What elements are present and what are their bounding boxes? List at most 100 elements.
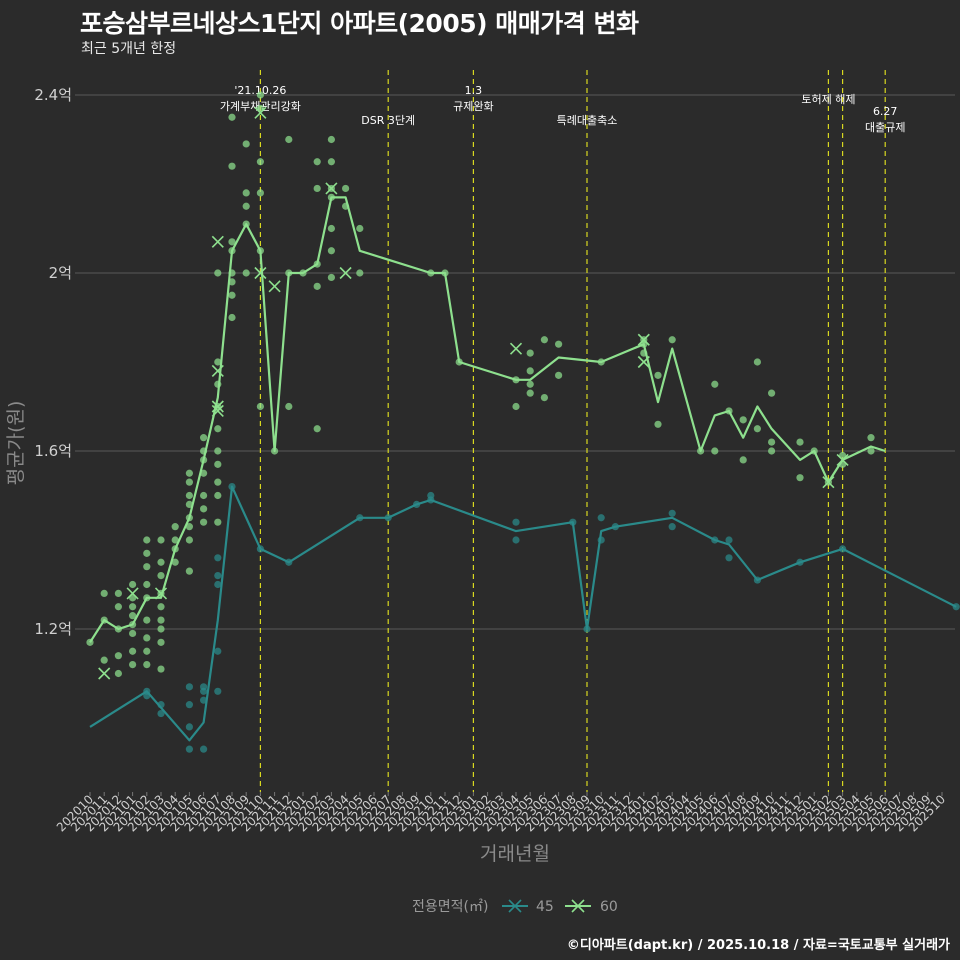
data-point-60 xyxy=(768,438,776,446)
data-point-45 xyxy=(214,687,222,695)
cross-marker-60 xyxy=(254,106,267,119)
data-point-60 xyxy=(555,340,563,348)
data-point-60 xyxy=(555,371,563,379)
data-point-60 xyxy=(214,518,222,526)
event-label-line: 6.27 xyxy=(873,105,898,118)
x-tick-labels: 2020102020112020122021012021022021032021… xyxy=(54,792,948,835)
data-point-60 xyxy=(228,313,236,322)
data-point-60 xyxy=(327,273,335,282)
data-point-60 xyxy=(668,336,676,344)
event-label-line: 특례대출축소 xyxy=(557,114,618,127)
data-point-60 xyxy=(200,505,208,513)
data-point-60 xyxy=(143,616,151,624)
data-point-60 xyxy=(157,625,165,633)
data-point-60 xyxy=(228,238,236,246)
cross-stroke xyxy=(836,453,849,466)
grid-lines xyxy=(75,94,955,630)
data-point-60 xyxy=(214,460,222,468)
data-point-60 xyxy=(228,291,236,299)
data-point-60 xyxy=(711,447,719,455)
data-point-60 xyxy=(753,358,762,366)
data-point-45 xyxy=(725,554,733,562)
cross-stroke xyxy=(98,667,111,680)
data-point-45 xyxy=(427,491,435,500)
data-point-45 xyxy=(725,536,733,544)
event-label: 특례대출축소 xyxy=(557,114,618,127)
data-point-60 xyxy=(171,536,179,544)
data-point-60 xyxy=(200,518,208,526)
event-lines: '21.10.26가계부채관리강화DSR 3단계1.3규제완화특례대출축소토허제… xyxy=(220,70,905,792)
data-point-60 xyxy=(185,478,193,486)
data-point-60 xyxy=(100,589,108,598)
data-point-60 xyxy=(867,434,875,442)
data-point-60 xyxy=(143,661,151,669)
data-point-60 xyxy=(228,113,236,121)
y-tick-labels: 1.2억 1.6억 2억 2.4억 xyxy=(34,86,72,638)
legend: 전용면적(㎡) 45 60 xyxy=(412,899,618,915)
cross-stroke xyxy=(325,182,338,195)
data-point-60 xyxy=(526,389,534,397)
cross-marker-60 xyxy=(509,342,523,355)
data-point-60 xyxy=(256,402,264,411)
event-label-line: 1.3 xyxy=(465,84,483,97)
data-point-60 xyxy=(157,638,165,646)
cross-marker-60 xyxy=(822,476,835,489)
event-label: 6.27 대출규제 xyxy=(865,105,905,134)
event-label: 토허제 해제 xyxy=(801,92,855,106)
cross-stroke xyxy=(339,266,352,280)
data-point-60 xyxy=(242,202,250,210)
data-point-60 xyxy=(143,563,151,571)
data-point-60 xyxy=(214,491,222,500)
data-point-60 xyxy=(214,358,222,366)
data-point-60 xyxy=(214,478,222,486)
data-point-60 xyxy=(356,269,364,277)
series-line-45 xyxy=(89,485,957,742)
data-point-60 xyxy=(129,629,137,638)
y-tick-label: 1.2억 xyxy=(34,620,72,638)
data-point-60 xyxy=(342,184,350,193)
data-point-60 xyxy=(356,224,364,233)
cross-stroke xyxy=(637,333,650,346)
data-point-60 xyxy=(256,91,264,99)
data-point-45 xyxy=(597,514,605,522)
data-point-60 xyxy=(214,269,222,277)
event-label-line: 토허제 해제 xyxy=(801,92,855,106)
data-point-60 xyxy=(157,558,165,566)
data-point-60 xyxy=(796,438,804,446)
data-point-60 xyxy=(114,589,122,598)
data-point-45 xyxy=(214,554,222,562)
event-label: DSR 3단계 xyxy=(361,114,415,127)
y-tick-label: 2.4억 xyxy=(34,86,72,104)
data-point-60 xyxy=(313,184,321,193)
data-point-60 xyxy=(143,647,151,655)
page-title: 포승삼부르네상스1단지 아파트(2005) 매매가격 변화 xyxy=(80,9,639,38)
data-point-60 xyxy=(313,425,321,433)
data-point-60 xyxy=(143,634,151,642)
cross-markers xyxy=(98,106,849,680)
data-point-60 xyxy=(114,652,122,660)
event-label: 1.3 규제완화 xyxy=(453,84,493,113)
series-lines xyxy=(89,196,957,742)
data-point-60 xyxy=(739,456,747,464)
data-point-60 xyxy=(214,447,222,455)
event-label-line: 대출규제 xyxy=(865,121,905,134)
data-point-60 xyxy=(654,371,662,379)
data-point-60 xyxy=(256,189,264,197)
data-point-60 xyxy=(100,656,108,664)
data-point-60 xyxy=(313,158,321,166)
cross-stroke xyxy=(211,404,224,418)
data-point-60 xyxy=(285,135,293,144)
cross-marker-60 xyxy=(637,333,650,346)
data-point-60 xyxy=(171,558,179,566)
data-point-60 xyxy=(796,474,804,482)
data-point-45 xyxy=(185,683,193,691)
data-point-60 xyxy=(540,394,549,402)
data-point-60 xyxy=(327,135,335,144)
data-point-60 xyxy=(242,140,250,148)
legend-cross-stroke xyxy=(571,899,585,913)
data-point-60 xyxy=(157,536,165,544)
cross-stroke xyxy=(154,587,168,600)
data-point-60 xyxy=(327,224,335,233)
legend-45-cross xyxy=(508,899,522,913)
data-point-60 xyxy=(242,189,250,197)
